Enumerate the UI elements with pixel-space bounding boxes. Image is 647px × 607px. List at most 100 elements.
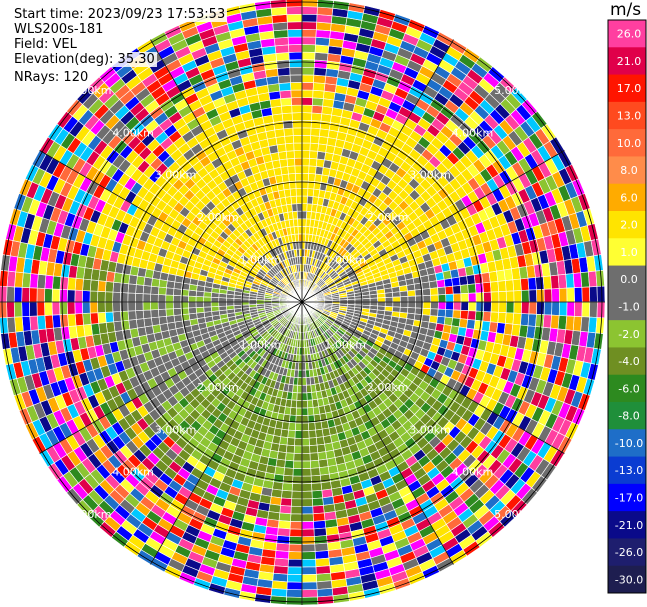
- range-gate: [452, 301, 462, 311]
- range-gate: [97, 311, 107, 324]
- range-gate: [66, 301, 76, 315]
- range-gate: [277, 67, 291, 77]
- range-gate: [287, 429, 296, 439]
- range-gate: [81, 290, 91, 303]
- range-gate: [430, 294, 439, 303]
- colorbar-swatch: [608, 238, 646, 267]
- range-gate: [301, 551, 316, 560]
- range-gate: [44, 314, 54, 330]
- range-gate: [301, 490, 313, 500]
- range-gate: [589, 301, 598, 318]
- range-gate: [301, 384, 308, 394]
- range-gate: [318, 458, 329, 469]
- range-gate: [301, 596, 319, 606]
- range-gate: [286, 581, 303, 591]
- range-gate: [36, 315, 47, 331]
- range-gate: [218, 297, 227, 303]
- range-gate: [596, 285, 606, 303]
- range-gate: [581, 301, 591, 318]
- range-gate: [309, 459, 320, 469]
- range-gate: [301, 165, 310, 174]
- range-gate: [399, 290, 409, 298]
- range-gate: [306, 399, 314, 409]
- range-gate: [301, 475, 312, 485]
- range-gate: [550, 274, 560, 290]
- range-gate: [305, 376, 312, 386]
- range-gate: [315, 565, 331, 575]
- range-gate: [288, 422, 297, 431]
- range-gate: [278, 82, 292, 92]
- range-gate: [528, 289, 538, 303]
- range-gate: [188, 295, 197, 303]
- range-gate: [294, 165, 303, 174]
- range-gate: [276, 59, 291, 69]
- range-gate: [120, 310, 130, 322]
- range-gate: [286, 437, 296, 447]
- range-gate: [312, 512, 326, 522]
- range-gate: [52, 275, 62, 290]
- range-gate: [311, 97, 324, 107]
- range-gate: [301, 157, 310, 167]
- range-gate: [282, 474, 294, 484]
- range-gate: [288, 551, 303, 560]
- range-gate: [158, 315, 168, 325]
- range-gate: [277, 527, 291, 537]
- range-gate: [313, 535, 328, 545]
- range-gate: [28, 287, 38, 303]
- range-gate: [233, 301, 242, 306]
- range-gate: [444, 309, 454, 319]
- range-gate: [565, 273, 575, 289]
- range-gate: [290, 195, 298, 205]
- range-gate: [535, 313, 545, 328]
- field-label: Field: VEL: [12, 37, 79, 52]
- ring-label: 2.00km: [197, 381, 239, 394]
- range-gate: [315, 436, 325, 446]
- range-gate: [354, 298, 363, 303]
- range-gate: [483, 291, 492, 303]
- range-gate: [291, 203, 298, 212]
- range-gate: [165, 301, 174, 310]
- range-gate: [301, 127, 312, 136]
- range-gate: [301, 543, 316, 553]
- range-gate: [59, 288, 68, 303]
- range-gate: [291, 104, 303, 114]
- range-gate: [543, 301, 553, 316]
- range-gate: [275, 458, 286, 469]
- colorbar-tick: -1.0: [618, 301, 639, 314]
- range-gate: [273, 29, 289, 39]
- range-gate: [291, 490, 303, 500]
- range-gate: [520, 277, 530, 291]
- range-gate: [135, 309, 145, 320]
- range-gate: [0, 285, 8, 303]
- range-gate: [150, 293, 159, 303]
- range-gate: [313, 59, 328, 69]
- range-gate: [311, 482, 323, 492]
- range-gate: [89, 301, 99, 314]
- range-gate: [104, 281, 115, 293]
- range-gate: [307, 173, 316, 182]
- colorbar-swatch: [608, 101, 646, 130]
- range-gate: [301, 498, 314, 507]
- range-gate: [296, 384, 303, 394]
- range-gate: [312, 82, 326, 92]
- colorbar-tick: 13.0: [617, 110, 642, 123]
- range-gate: [308, 165, 317, 175]
- range-gate: [316, 14, 333, 24]
- range-gate: [308, 437, 318, 447]
- range-gate: [280, 166, 289, 176]
- range-gate: [422, 294, 432, 303]
- range-gate: [316, 580, 333, 590]
- range-gate: [407, 289, 416, 297]
- range-gate: [422, 301, 432, 310]
- range-gate: [203, 296, 212, 303]
- range-gate: [295, 407, 303, 416]
- range-gate: [301, 513, 314, 523]
- range-gate: [428, 280, 438, 289]
- range-gate: [444, 285, 454, 295]
- range-gate: [143, 276, 153, 287]
- range-gate: [490, 301, 500, 313]
- range-gate: [312, 89, 325, 99]
- range-gate: [384, 292, 394, 298]
- range-gate: [301, 104, 313, 114]
- ring-label: 3.00km: [155, 423, 197, 436]
